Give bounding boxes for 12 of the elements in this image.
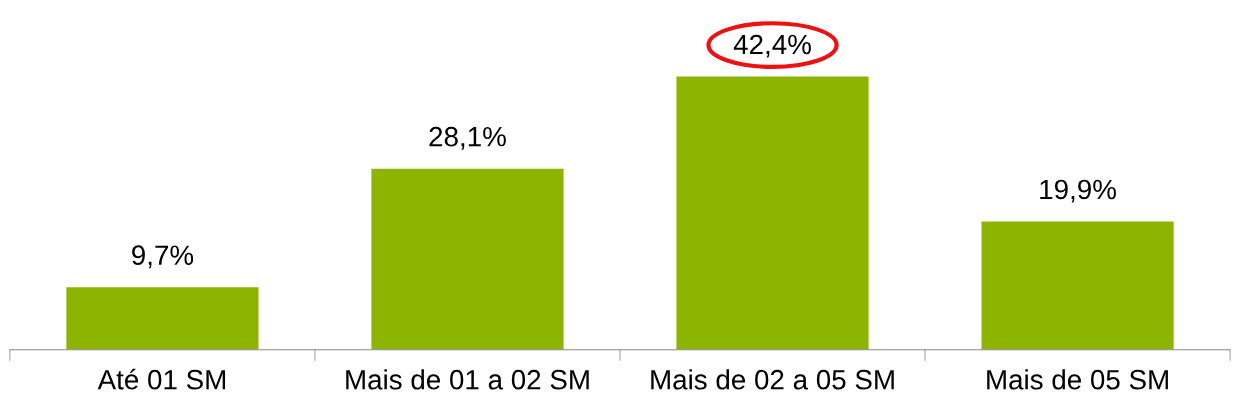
bar	[66, 287, 259, 350]
data-label: 19,9%	[1040, 179, 1116, 203]
data-label: 42,4%	[733, 34, 811, 58]
data-label: 28,1%	[429, 126, 506, 150]
data-label: 9,7%	[132, 245, 194, 269]
x-tick-label: Mais de 01 a 02 SM	[346, 369, 589, 390]
x-tick-label: Até 01 SM	[97, 368, 226, 390]
x-tick-label: Mais de 02 a 05 SM	[651, 369, 894, 390]
bar	[981, 221, 1174, 350]
bar	[676, 76, 869, 350]
x-tick-label: Mais de 05 SM	[987, 369, 1168, 390]
bar	[371, 168, 564, 350]
